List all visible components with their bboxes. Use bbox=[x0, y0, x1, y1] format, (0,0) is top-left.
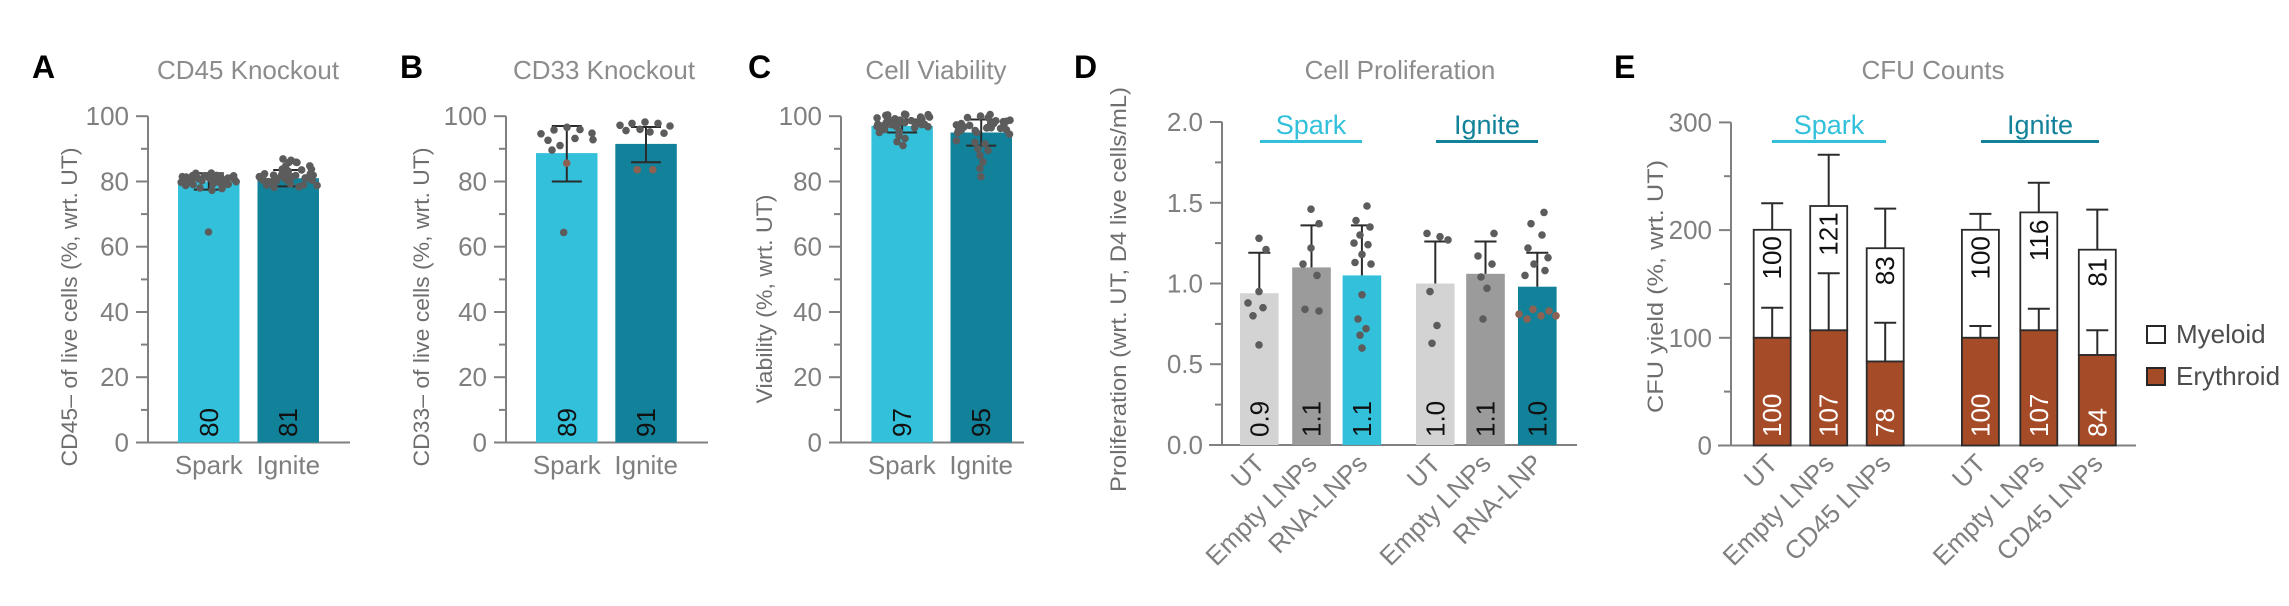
svg-text:107: 107 bbox=[1814, 394, 1844, 437]
svg-text:Spark: Spark bbox=[1794, 110, 1865, 140]
svg-text:100: 100 bbox=[1965, 236, 1995, 279]
svg-text:Cell Proliferation: Cell Proliferation bbox=[1305, 55, 1496, 85]
svg-text:Spark: Spark bbox=[175, 450, 244, 480]
svg-text:91: 91 bbox=[631, 408, 661, 437]
svg-text:Myeloid: Myeloid bbox=[2176, 319, 2266, 349]
svg-text:Ignite: Ignite bbox=[256, 450, 320, 480]
svg-text:1.0: 1.0 bbox=[1420, 401, 1450, 437]
svg-text:116: 116 bbox=[2024, 220, 2054, 261]
svg-text:1.1: 1.1 bbox=[1297, 401, 1327, 437]
svg-text:84: 84 bbox=[2082, 408, 2112, 437]
svg-text:Ignite: Ignite bbox=[1454, 110, 1520, 140]
svg-text:60: 60 bbox=[100, 232, 129, 262]
svg-text:CD33– of live cells (%, wrt. U: CD33– of live cells (%, wrt. UT) bbox=[409, 148, 434, 467]
svg-text:80: 80 bbox=[458, 167, 487, 197]
svg-text:1.1: 1.1 bbox=[1471, 401, 1501, 437]
svg-text:89: 89 bbox=[552, 408, 582, 437]
svg-text:Ignite: Ignite bbox=[614, 450, 678, 480]
svg-text:40: 40 bbox=[793, 297, 822, 327]
svg-text:80: 80 bbox=[793, 167, 822, 197]
svg-text:Spark: Spark bbox=[868, 450, 937, 480]
svg-text:CD33 Knockout: CD33 Knockout bbox=[513, 55, 696, 85]
svg-text:60: 60 bbox=[793, 232, 822, 262]
svg-text:100: 100 bbox=[86, 101, 129, 131]
svg-text:1.0: 1.0 bbox=[1522, 401, 1552, 437]
svg-text:0: 0 bbox=[808, 428, 822, 458]
svg-text:C: C bbox=[748, 49, 771, 85]
svg-text:78: 78 bbox=[1870, 408, 1900, 437]
svg-text:100: 100 bbox=[1965, 394, 1995, 437]
svg-text:E: E bbox=[1614, 49, 1635, 85]
svg-text:CD45 Knockout: CD45 Knockout bbox=[157, 55, 340, 85]
svg-text:2.0: 2.0 bbox=[1167, 107, 1203, 137]
svg-text:83: 83 bbox=[1870, 256, 1900, 285]
svg-text:100: 100 bbox=[1669, 323, 1712, 353]
svg-text:81: 81 bbox=[2082, 258, 2112, 287]
svg-text:200: 200 bbox=[1669, 215, 1712, 245]
svg-text:Spark: Spark bbox=[1276, 110, 1347, 140]
svg-text:CFU yield (%, wrt. UT): CFU yield (%, wrt. UT) bbox=[1643, 160, 1668, 413]
svg-text:1.1: 1.1 bbox=[1347, 401, 1377, 437]
svg-text:CFU Counts: CFU Counts bbox=[1861, 55, 2004, 85]
svg-text:0: 0 bbox=[115, 428, 129, 458]
svg-text:0.9: 0.9 bbox=[1244, 401, 1274, 437]
svg-text:40: 40 bbox=[458, 297, 487, 327]
svg-text:20: 20 bbox=[100, 362, 129, 392]
svg-text:81: 81 bbox=[273, 408, 303, 437]
svg-text:Erythroid: Erythroid bbox=[2176, 361, 2280, 391]
svg-text:0: 0 bbox=[1698, 431, 1712, 461]
svg-text:Proliferation (wrt. UT, D4 liv: Proliferation (wrt. UT, D4 live cells/mL… bbox=[1106, 87, 1131, 492]
svg-text:80: 80 bbox=[194, 408, 224, 437]
svg-text:0.5: 0.5 bbox=[1167, 349, 1203, 379]
svg-text:100: 100 bbox=[779, 101, 822, 131]
svg-text:100: 100 bbox=[1757, 236, 1787, 279]
svg-text:60: 60 bbox=[458, 232, 487, 262]
svg-text:107: 107 bbox=[2024, 394, 2054, 437]
svg-text:40: 40 bbox=[100, 297, 129, 327]
svg-text:B: B bbox=[400, 49, 423, 85]
svg-text:1.5: 1.5 bbox=[1167, 188, 1203, 218]
svg-text:D: D bbox=[1074, 49, 1097, 85]
svg-text:97: 97 bbox=[887, 408, 917, 437]
svg-text:1.0: 1.0 bbox=[1167, 269, 1203, 299]
svg-text:300: 300 bbox=[1669, 107, 1712, 137]
svg-text:A: A bbox=[32, 49, 55, 85]
svg-text:20: 20 bbox=[793, 362, 822, 392]
svg-text:Cell Viability: Cell Viability bbox=[865, 55, 1006, 85]
svg-text:80: 80 bbox=[100, 167, 129, 197]
svg-text:20: 20 bbox=[458, 362, 487, 392]
svg-text:95: 95 bbox=[966, 408, 996, 437]
svg-text:0: 0 bbox=[473, 428, 487, 458]
svg-text:Ignite: Ignite bbox=[949, 450, 1013, 480]
svg-text:Viability (%, wrt. UT): Viability (%, wrt. UT) bbox=[752, 195, 777, 404]
svg-text:100: 100 bbox=[1757, 394, 1787, 437]
svg-text:Ignite: Ignite bbox=[2007, 110, 2073, 140]
svg-text:121: 121 bbox=[1814, 212, 1844, 255]
svg-text:0.0: 0.0 bbox=[1167, 430, 1203, 460]
svg-text:Spark: Spark bbox=[533, 450, 602, 480]
svg-text:100: 100 bbox=[444, 101, 487, 131]
svg-text:CD45– of live cells (%, wrt. U: CD45– of live cells (%, wrt. UT) bbox=[57, 148, 82, 467]
